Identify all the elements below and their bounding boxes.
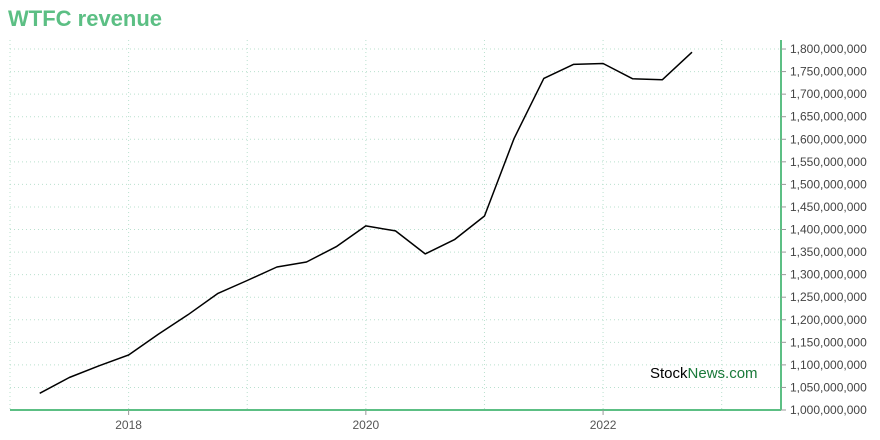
watermark-part2: News.com (687, 365, 758, 382)
watermark-part1: Stock (650, 365, 688, 382)
x-tick-label: 2018 (115, 418, 142, 432)
y-tick-label: 1,650,000,000 (790, 110, 867, 124)
y-tick-label: 1,500,000,000 (790, 177, 867, 191)
y-tick-label: 1,300,000,000 (790, 268, 867, 282)
y-tick-label: 1,050,000,000 (790, 380, 867, 394)
y-tick-label: 1,600,000,000 (790, 132, 867, 146)
y-tick-label: 1,100,000,000 (790, 358, 867, 372)
y-tick-label: 1,200,000,000 (790, 313, 867, 327)
y-tick-label: 1,350,000,000 (790, 245, 867, 259)
y-tick-label: 1,450,000,000 (790, 200, 867, 214)
axes (10, 40, 782, 411)
revenue-line (39, 51, 693, 394)
y-tick-label: 1,150,000,000 (790, 335, 867, 349)
x-tick-label: 2022 (590, 418, 617, 432)
series-layer (39, 51, 693, 394)
y-axis-ticks: 1,000,000,000 1,050,000,000 1,100,000,000 1… (781, 42, 867, 417)
x-axis-ticks: 2018 2020 2022 (115, 410, 617, 432)
grid (9, 40, 781, 411)
y-tick-label: 1,750,000,000 (790, 65, 867, 79)
watermark: StockNews.com (650, 365, 758, 382)
y-tick-label: 1,800,000,000 (790, 42, 867, 56)
chart-title: WTFC revenue (8, 6, 163, 31)
y-tick-label: 1,000,000,000 (790, 403, 867, 417)
y-tick-label: 1,550,000,000 (790, 155, 867, 169)
y-tick-label: 1,400,000,000 (790, 223, 867, 237)
x-tick-label: 2020 (352, 418, 379, 432)
y-tick-label: 1,250,000,000 (790, 290, 867, 304)
y-tick-label: 1,700,000,000 (790, 87, 867, 101)
